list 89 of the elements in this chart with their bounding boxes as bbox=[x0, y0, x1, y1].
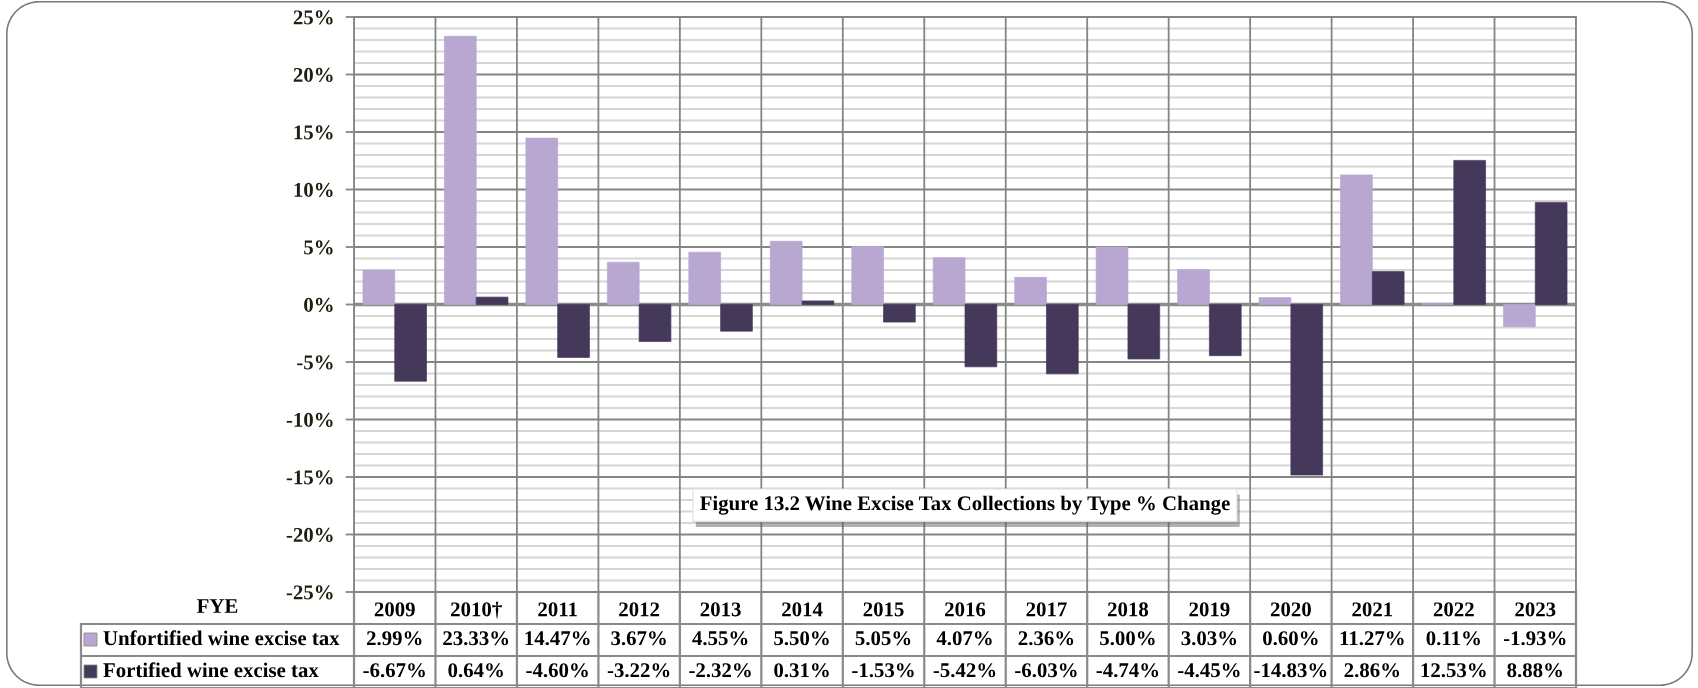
x-axis-title: FYE bbox=[197, 599, 238, 613]
bar bbox=[1371, 271, 1405, 305]
bar bbox=[607, 261, 640, 305]
data-label: -2.32% bbox=[689, 663, 751, 678]
data-label: 5.00% bbox=[1100, 631, 1155, 646]
y-tick-label: 25% bbox=[293, 10, 333, 25]
bar bbox=[1503, 304, 1536, 328]
x-tick-label: 2012 bbox=[619, 602, 660, 617]
bar bbox=[883, 304, 916, 323]
data-label: 2.86% bbox=[1344, 663, 1400, 678]
x-tick-label: 2016 bbox=[945, 602, 986, 617]
data-label: 14.47% bbox=[525, 631, 590, 646]
y-tick-label: -20% bbox=[286, 527, 333, 542]
data-label: 2.36% bbox=[1018, 631, 1074, 646]
data-label: 5.05% bbox=[855, 631, 911, 646]
data-label: -14.83% bbox=[1254, 663, 1327, 678]
x-tick-label: 2014 bbox=[782, 602, 823, 617]
data-label: -4.74% bbox=[1096, 663, 1159, 678]
bar bbox=[1177, 269, 1210, 305]
legend-label: Unfortified wine excise tax bbox=[103, 630, 340, 646]
y-tick-label: -5% bbox=[297, 355, 333, 370]
data-label: 4.55% bbox=[692, 631, 748, 646]
y-tick-label: 10% bbox=[294, 182, 333, 197]
x-tick-label: 2023 bbox=[1515, 602, 1556, 617]
x-tick-label: 2010† bbox=[451, 601, 502, 619]
data-label: -4.45% bbox=[1178, 663, 1240, 678]
data-label: 11.27% bbox=[1340, 631, 1404, 646]
x-tick-label: 2011 bbox=[538, 602, 577, 617]
data-label: 0.11% bbox=[1426, 631, 1480, 646]
data-label: 0.64% bbox=[448, 663, 503, 678]
data-label: -4.60% bbox=[526, 663, 588, 678]
bar bbox=[444, 35, 477, 305]
y-tick-label: -25% bbox=[286, 585, 333, 600]
x-tick-label: 2020 bbox=[1270, 602, 1311, 617]
data-label: -6.67% bbox=[363, 663, 425, 678]
y-tick-label: 0% bbox=[304, 297, 333, 312]
bar bbox=[1046, 304, 1079, 375]
data-label: 4.07% bbox=[936, 631, 992, 646]
bar bbox=[1127, 304, 1161, 360]
data-label: -5.42% bbox=[933, 663, 996, 678]
bar bbox=[475, 296, 509, 305]
bar bbox=[1340, 174, 1373, 305]
bar bbox=[1095, 246, 1129, 305]
x-tick-label: 2019 bbox=[1189, 602, 1230, 617]
bar bbox=[851, 246, 884, 305]
bar bbox=[964, 304, 998, 368]
x-tick-label: 2015 bbox=[863, 602, 904, 617]
data-label: 3.67% bbox=[611, 631, 666, 646]
data-label: 23.33% bbox=[443, 631, 509, 646]
y-tick-label: 5% bbox=[304, 240, 333, 255]
bar bbox=[638, 304, 672, 342]
x-tick-label: 2017 bbox=[1026, 602, 1067, 617]
bar bbox=[1534, 202, 1568, 305]
bar bbox=[525, 137, 559, 305]
y-tick-label: -10% bbox=[286, 412, 333, 427]
y-tick-label: -15% bbox=[286, 470, 333, 485]
bar bbox=[1258, 297, 1292, 305]
data-label: 5.50% bbox=[774, 631, 829, 646]
bar bbox=[557, 304, 590, 358]
data-label: -1.93% bbox=[1503, 631, 1566, 646]
bar bbox=[769, 240, 803, 305]
data-label: -1.53% bbox=[852, 663, 914, 678]
x-tick-label: 2013 bbox=[700, 602, 741, 617]
data-label: 12.53% bbox=[1421, 663, 1486, 678]
x-tick-label: 2021 bbox=[1352, 602, 1393, 617]
bar bbox=[362, 269, 396, 305]
y-tick-label: 20% bbox=[293, 67, 333, 82]
bar bbox=[394, 304, 427, 382]
bar bbox=[720, 304, 753, 332]
data-label: 8.88% bbox=[1507, 663, 1562, 678]
x-tick-label: 2018 bbox=[1107, 602, 1149, 617]
data-label: 0.31% bbox=[774, 663, 829, 678]
legend-label: Fortified wine excise tax bbox=[103, 662, 319, 678]
data-label: -3.22% bbox=[607, 663, 670, 678]
y-tick-label: 15% bbox=[294, 125, 333, 140]
data-label: 3.03% bbox=[1181, 631, 1237, 646]
bar bbox=[932, 257, 966, 305]
bar bbox=[1453, 160, 1486, 305]
x-tick-label: 2022 bbox=[1433, 602, 1474, 617]
bar bbox=[1209, 304, 1242, 357]
bar bbox=[688, 251, 721, 305]
data-label: -6.03% bbox=[1015, 663, 1077, 678]
data-label: 2.99% bbox=[366, 631, 422, 646]
x-tick-label: 2009 bbox=[374, 602, 415, 617]
text: Figure 13.2 Wine Excise Tax Collections by Type % Change bbox=[700, 495, 1230, 515]
bar bbox=[1290, 304, 1323, 476]
bar bbox=[801, 300, 835, 305]
bar bbox=[1014, 277, 1047, 305]
data-label: 0.60% bbox=[1263, 631, 1318, 646]
